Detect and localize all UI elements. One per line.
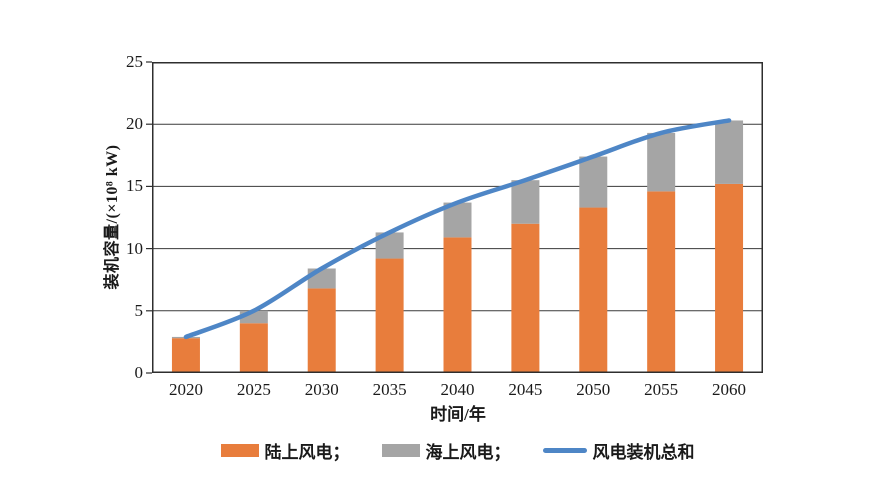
legend-label: 海上风电； (425, 443, 511, 462)
bar-offshore-2030 (307, 268, 336, 289)
x-tick-label-2025: 2025 (236, 380, 271, 399)
plot-area (146, 61, 763, 374)
bar-onshore-2040 (443, 237, 472, 373)
x-tick-label-2040: 2040 (440, 380, 475, 399)
bar-onshore-2025 (239, 323, 268, 373)
legend-item-海上风电: 海上风电； (381, 438, 511, 463)
legend-label: 风电装机总和 (592, 443, 695, 462)
x-tick-label-2060: 2060 (712, 380, 747, 399)
bar-offshore-2050 (579, 156, 608, 208)
x-tick-label-2050: 2050 (576, 380, 611, 399)
bar-onshore-2035 (375, 258, 404, 373)
bar-onshore-2060 (715, 183, 744, 373)
bar-onshore-2055 (647, 191, 676, 373)
legend: 陆上风电； 海上风电； 风电装机总和 (132, 438, 783, 463)
y-tick-label-5: 5 (134, 300, 144, 320)
legend-item-陆上风电: 陆上风电； (220, 438, 350, 463)
y-tick-label-10: 10 (126, 238, 143, 258)
bar-onshore-2020 (171, 338, 200, 373)
x-axis-title: 时间/年 (430, 405, 486, 424)
x-tick-label-2030: 2030 (304, 380, 339, 399)
y-tick-label-15: 15 (126, 176, 143, 196)
legend-label: 陆上风电； (264, 443, 350, 462)
bar-onshore-2045 (511, 223, 540, 373)
y-tick-label-0: 0 (134, 363, 144, 382)
plot-border (152, 62, 763, 373)
x-tick-label-2045: 2045 (508, 380, 543, 399)
bar-onshore-2030 (307, 288, 336, 373)
bar-onshore-2050 (579, 207, 608, 373)
bar-offshore-2055 (647, 132, 676, 192)
x-tick-label-2055: 2055 (644, 380, 679, 399)
total-line (183, 118, 732, 340)
bar-offshore-2060 (715, 120, 744, 184)
x-tick-label-2020: 2020 (168, 380, 203, 399)
x-tick-label-2035: 2035 (372, 380, 407, 399)
y-tick-label-25: 25 (126, 52, 143, 71)
y-axis-title: 装机容量/(×10⁸ kW) (104, 144, 121, 290)
legend-swatch-bar (381, 444, 420, 457)
legend-item-风电装机总和: 风电装机总和 (542, 438, 695, 463)
legend-swatch-line (542, 448, 587, 453)
bar-offshore-2045 (511, 180, 540, 224)
y-tick-label-20: 20 (126, 114, 143, 134)
chart-plot-svg (146, 61, 763, 374)
legend-swatch-bar (220, 444, 259, 457)
